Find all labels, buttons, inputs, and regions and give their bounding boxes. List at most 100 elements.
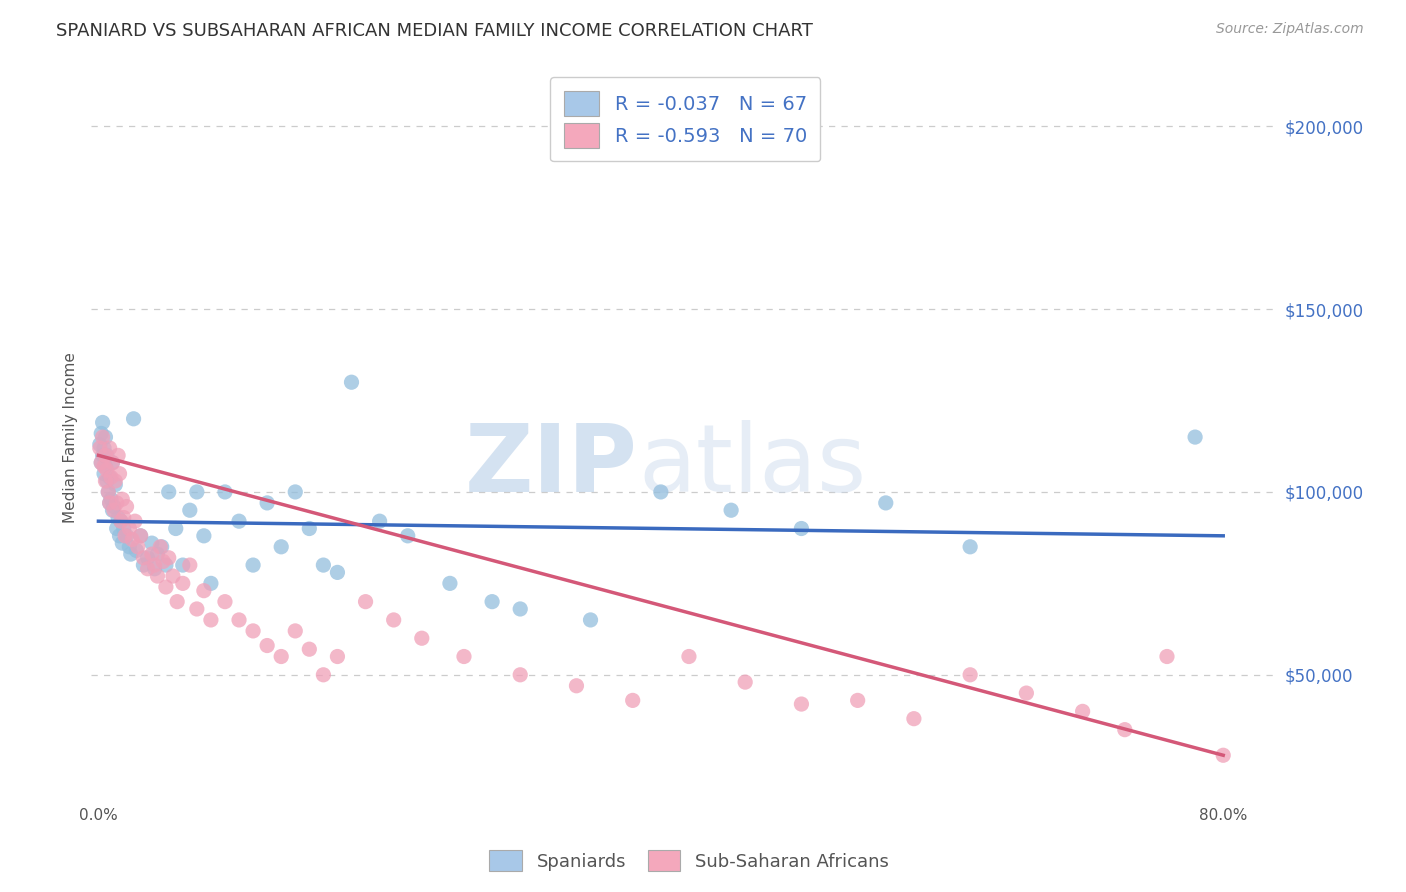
Point <box>93 467 115 481</box>
Point <box>96 463 118 477</box>
Point <box>112 521 135 535</box>
Point <box>1184 430 1206 444</box>
Point <box>96 448 118 462</box>
Point <box>959 667 981 681</box>
Text: Source: ZipAtlas.com: Source: ZipAtlas.com <box>1216 22 1364 37</box>
Point <box>108 529 131 543</box>
Y-axis label: Median Family Income: Median Family Income <box>63 351 79 523</box>
Point <box>155 580 177 594</box>
Point <box>382 613 405 627</box>
Point <box>340 375 363 389</box>
Point <box>284 624 307 638</box>
Point <box>621 693 644 707</box>
Point <box>94 459 117 474</box>
Point <box>162 569 184 583</box>
Point <box>186 485 208 500</box>
Point <box>129 529 152 543</box>
Point <box>143 558 166 573</box>
Point <box>1015 686 1038 700</box>
Point <box>172 558 194 573</box>
Point <box>101 456 124 470</box>
Point <box>98 496 121 510</box>
Point <box>326 566 349 580</box>
Point <box>179 503 201 517</box>
Point <box>875 496 897 510</box>
Point <box>98 496 121 510</box>
Point <box>100 492 122 507</box>
Point <box>118 521 141 535</box>
Point <box>368 514 391 528</box>
Point <box>157 550 180 565</box>
Point <box>152 554 174 568</box>
Point <box>579 613 602 627</box>
Point <box>93 459 115 474</box>
Point <box>114 529 136 543</box>
Point <box>150 540 173 554</box>
Point <box>172 576 194 591</box>
Point <box>132 550 155 565</box>
Point <box>111 492 134 507</box>
Point <box>146 547 169 561</box>
Point <box>118 540 141 554</box>
Point <box>105 496 128 510</box>
Point <box>103 503 125 517</box>
Point <box>270 540 292 554</box>
Point <box>193 583 215 598</box>
Point <box>136 562 159 576</box>
Point <box>790 521 813 535</box>
Point <box>284 485 307 500</box>
Point <box>242 558 264 573</box>
Point <box>411 632 433 646</box>
Point <box>104 474 127 488</box>
Point <box>312 558 335 573</box>
Point <box>396 529 419 543</box>
Point <box>120 547 142 561</box>
Point <box>354 594 377 608</box>
Point <box>90 456 112 470</box>
Point <box>1071 705 1094 719</box>
Point <box>105 521 128 535</box>
Point <box>509 667 531 681</box>
Point <box>110 514 132 528</box>
Point <box>141 547 163 561</box>
Point <box>89 437 111 451</box>
Point <box>127 540 149 554</box>
Text: atlas: atlas <box>638 420 866 512</box>
Point <box>103 500 125 514</box>
Point <box>93 441 115 455</box>
Point <box>565 679 588 693</box>
Point <box>214 485 236 500</box>
Point <box>146 569 169 583</box>
Point <box>96 474 118 488</box>
Point <box>678 649 700 664</box>
Point <box>179 558 201 573</box>
Point <box>846 693 869 707</box>
Point <box>104 477 127 491</box>
Point <box>98 470 121 484</box>
Point <box>959 540 981 554</box>
Point <box>193 529 215 543</box>
Point <box>481 594 503 608</box>
Point <box>214 594 236 608</box>
Point <box>91 416 114 430</box>
Point <box>242 624 264 638</box>
Point <box>734 675 756 690</box>
Point <box>125 543 148 558</box>
Point <box>91 430 114 444</box>
Point <box>98 441 121 455</box>
Point <box>107 510 129 524</box>
Point <box>101 503 124 517</box>
Point <box>509 602 531 616</box>
Point <box>90 456 112 470</box>
Text: ZIP: ZIP <box>465 420 638 512</box>
Point <box>1212 748 1234 763</box>
Point <box>129 529 152 543</box>
Legend: Spaniards, Sub-Saharan Africans: Spaniards, Sub-Saharan Africans <box>482 843 896 879</box>
Point <box>91 448 114 462</box>
Point <box>157 485 180 500</box>
Point <box>200 613 222 627</box>
Point <box>97 485 120 500</box>
Point <box>312 667 335 681</box>
Point <box>101 456 124 470</box>
Point <box>256 496 278 510</box>
